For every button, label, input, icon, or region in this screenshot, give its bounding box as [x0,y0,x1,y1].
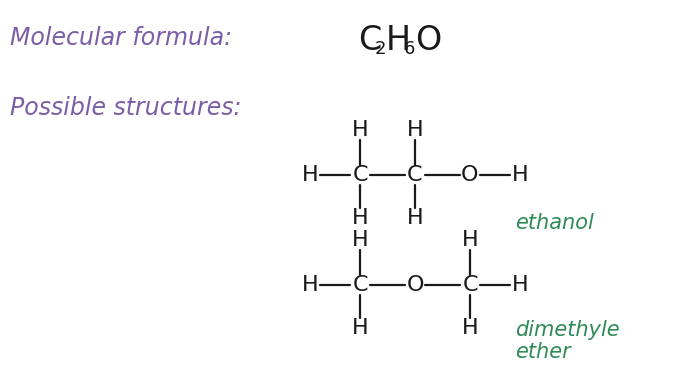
Text: H: H [462,318,478,338]
Text: H: H [351,120,368,140]
Text: -: - [331,275,339,295]
Text: H: H [302,275,318,295]
Text: H: H [302,165,318,185]
Text: H: H [351,208,368,228]
Text: -: - [384,275,391,295]
Text: C: C [358,24,382,57]
Text: -: - [491,275,499,295]
Text: -: - [384,165,391,185]
Text: C: C [407,165,423,185]
Text: H: H [386,24,411,57]
Text: C: C [352,165,368,185]
Text: H: H [407,208,424,228]
Text: -: - [438,165,447,185]
Text: -: - [491,165,499,185]
Text: O: O [415,24,441,57]
Text: Possible structures:: Possible structures: [10,96,241,120]
Text: H: H [462,230,478,250]
Text: Molecular formula:: Molecular formula: [10,26,232,50]
Text: dimethyle: dimethyle [515,320,620,340]
Text: H: H [512,165,528,185]
Text: O: O [406,275,424,295]
Text: -: - [331,165,339,185]
Text: C: C [352,275,368,295]
Text: 2: 2 [375,40,386,58]
Text: -: - [438,275,447,295]
Text: ether: ether [515,342,570,362]
Text: O: O [461,165,479,185]
Text: C: C [462,275,477,295]
Text: 6: 6 [404,40,415,58]
Text: ethanol: ethanol [515,213,594,233]
Text: H: H [512,275,528,295]
Text: H: H [351,230,368,250]
Text: H: H [407,120,424,140]
Text: H: H [351,318,368,338]
